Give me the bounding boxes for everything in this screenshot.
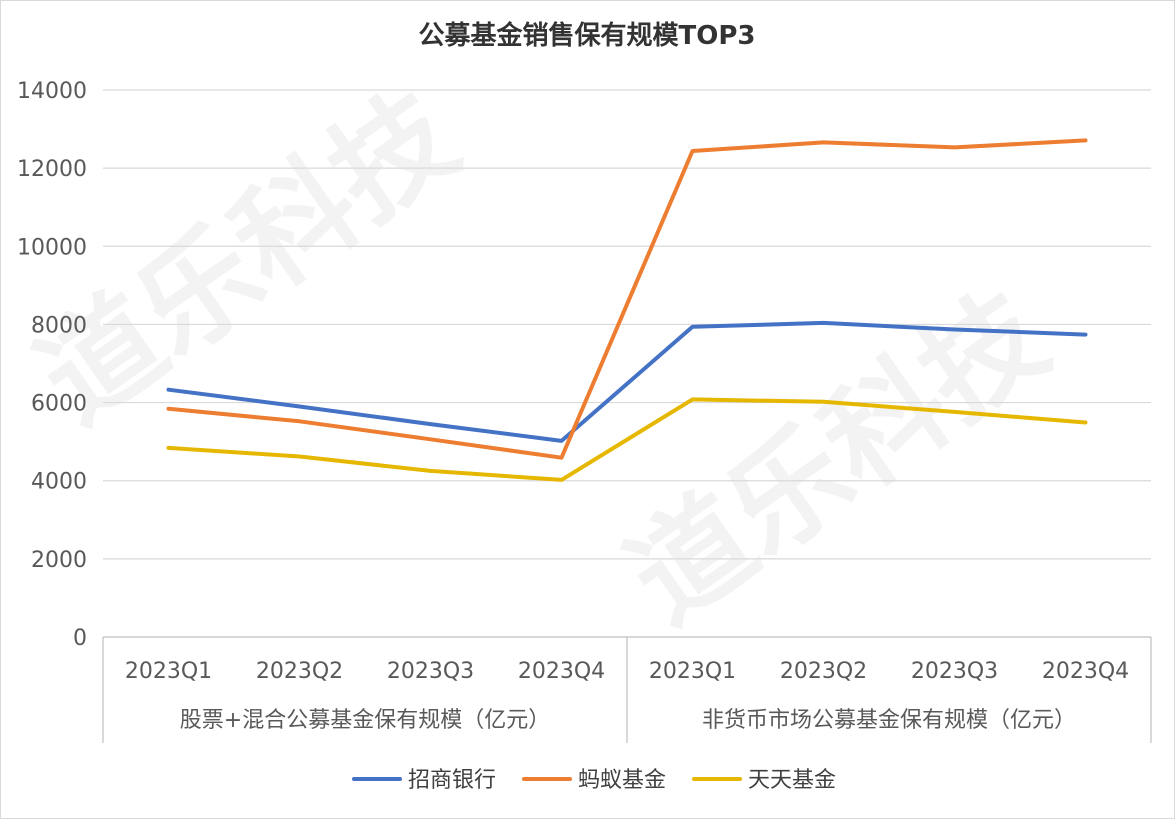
x-tick-label: 2023Q2 [780,659,867,684]
chart-title: 公募基金销售保有规模TOP3 [419,20,756,51]
x-tick-label: 2023Q3 [387,659,474,684]
x-tick-label: 2023Q1 [649,659,736,684]
y-tick-label: 8000 [31,313,87,338]
legend-label: 招商银行 [408,768,496,793]
y-tick-label: 6000 [31,392,87,417]
x-group-label: 股票+混合公募基金保有规模（亿元） [180,708,550,733]
y-tick-label: 14000 [17,79,87,104]
legend-label: 蚂蚁基金 [578,768,666,793]
y-tick-label: 0 [73,626,87,651]
y-tick-label: 10000 [17,235,87,260]
x-tick-label: 2023Q3 [911,659,998,684]
series-line [166,397,1088,482]
gridlines [103,89,1151,638]
legend: 招商银行 蚂蚁基金 天天基金 [352,768,836,793]
y-tick-label: 2000 [31,548,87,573]
x-tick-label: 2023Q1 [125,659,212,684]
x-group-label: 非货币市场公募基金保有规模（亿元） [702,708,1076,733]
series-line [166,138,1088,460]
y-axis-ticks: 0 2000 4000 6000 8000 10000 12000 14000 [17,79,87,651]
y-tick-label: 12000 [17,157,87,182]
series-lines [166,138,1088,482]
x-tick-label: 2023Q4 [1042,659,1129,684]
watermark: 道乐科技道乐科技 [15,66,1071,650]
legend-label: 天天基金 [748,768,836,793]
x-tick-label: 2023Q2 [256,659,343,684]
series-line [166,320,1088,443]
x-tick-label: 2023Q4 [518,659,605,684]
y-tick-label: 4000 [31,470,87,495]
x-axis: 2023Q1 2023Q2 2023Q3 2023Q4 2023Q1 2023Q2 2023… [102,637,1152,743]
